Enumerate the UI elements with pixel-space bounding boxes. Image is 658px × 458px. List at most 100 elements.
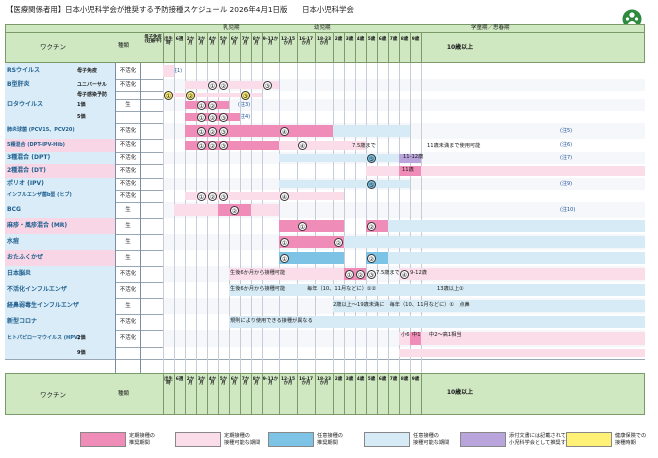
vaccine-sub-2: 母子感染予防 <box>77 91 108 98</box>
footer-divider <box>366 373 367 415</box>
vaccine-type-5: 不活化 <box>119 127 137 134</box>
row-name-bg <box>5 123 115 139</box>
row-name-bg <box>5 282 115 298</box>
row-name-bg <box>5 347 115 359</box>
footer-divider <box>421 373 422 415</box>
vaccine-type-3: 生 <box>125 101 131 108</box>
schedule-bar <box>399 349 645 357</box>
footer-age-9: 9-11か月 <box>262 377 279 387</box>
row-name-bg <box>5 266 115 282</box>
row-note-3: (注3) <box>238 101 251 108</box>
age-header-16: 5歳 <box>367 37 376 42</box>
footer-age-1: 6週 <box>175 377 184 382</box>
footer-divider <box>344 373 345 415</box>
row-line <box>5 297 645 298</box>
footer-divider <box>229 373 230 415</box>
vaccine-type-18: 不活化 <box>119 318 137 325</box>
vaccine-sub-20: 9価 <box>77 349 86 356</box>
jev-start: 生後6か月から接種可能 <box>230 270 286 276</box>
vaccine-name-6: 5種混合 (DPT-IPV-Hib) <box>7 141 65 148</box>
footer-age-7: 7か月 <box>241 377 250 387</box>
row-bg <box>163 202 645 218</box>
footer-age-0: 出生時 <box>164 377 173 387</box>
footer-age-12: 18-23か月 <box>316 377 332 387</box>
footer-divider <box>297 373 298 415</box>
row-name-bg <box>5 79 115 91</box>
age-header-1: 6週 <box>175 37 184 42</box>
row-note-4: (注4) <box>238 113 251 120</box>
dose-marker: ③ <box>219 112 228 122</box>
header-divider <box>421 32 422 63</box>
vaccine-name-16: 不活化インフルエンザ <box>7 286 67 293</box>
row-line <box>5 329 645 330</box>
footer-age-4: 4か月 <box>208 377 217 387</box>
row-line <box>5 249 645 250</box>
vaccine-type-15: 不活化 <box>119 270 137 277</box>
footer-age-11: 16-17か月 <box>298 377 314 387</box>
vaccine-type-7: 不活化 <box>119 154 137 161</box>
header-divider <box>388 32 389 63</box>
row-name-bg <box>5 250 115 266</box>
footer-divider <box>163 373 164 415</box>
footer-divider <box>355 373 356 415</box>
vaccine-sub-3: 1価 <box>77 101 86 108</box>
row-bg <box>163 79 645 91</box>
schedule-bar <box>229 284 645 296</box>
vaccine-name-8: 2種混合 (DT) <box>7 167 46 174</box>
header-school: 学童期／思春期 <box>471 25 510 31</box>
schedule-bar <box>333 300 645 312</box>
age-header-19: 8歳 <box>400 37 409 42</box>
header-maternal: 母子免疫 (妊娠中) <box>144 35 162 45</box>
dose-marker: ② <box>186 90 195 100</box>
vaccine-name-10: インフルエンザ菌b型 (ヒブ) <box>7 192 72 198</box>
row-line <box>5 122 645 123</box>
schedule-bar <box>185 101 229 109</box>
row-line <box>5 265 645 266</box>
vaccine-sub-19: 2価 <box>77 335 86 341</box>
vaccine-type-6: 不活化 <box>119 142 137 148</box>
hpv-mid: 中1 <box>412 332 421 338</box>
header-toddler: 幼児期 <box>314 25 331 31</box>
header-divider <box>399 32 400 63</box>
vaccine-name-7: 3種混合 (DPT) <box>7 154 51 161</box>
row-note-9: (注9) <box>560 180 573 187</box>
row-bg <box>163 63 645 79</box>
row-line <box>5 138 645 139</box>
header-divider <box>218 32 219 63</box>
schedule-bar <box>344 236 645 248</box>
vaccine-name-1: B型肝炎 <box>7 81 30 88</box>
body-vline <box>163 63 164 373</box>
row-line <box>5 313 645 314</box>
page-title: 【医療関係者用】日本小児科学会が推奨する予防接種スケジュール 2026年4月1日… <box>6 5 354 14</box>
header-divider <box>377 32 378 63</box>
schedule-bar <box>163 65 174 77</box>
footer-divider <box>174 373 175 415</box>
dose-marker: ② <box>230 205 239 215</box>
footer-age-21: 10歳以上 <box>446 389 474 396</box>
vaccine-name-12: 麻疹・風疹混合 (MR) <box>7 222 68 229</box>
dose-marker: ① <box>298 221 307 231</box>
footer-divider <box>315 373 316 415</box>
five-mix-after: 7.5歳まで <box>352 143 376 149</box>
dose-marker: ② <box>208 141 217 150</box>
dose-marker: ② <box>219 80 228 90</box>
dose-marker: ② <box>208 126 217 136</box>
age-header-13: 2歳 <box>334 37 343 42</box>
schedule-bar <box>410 332 421 345</box>
dose-marker: ③ <box>241 90 250 100</box>
header-divider <box>355 32 356 63</box>
schedule-bar <box>185 192 344 200</box>
jev-second: 9-12歳 <box>410 270 427 276</box>
header-divider <box>174 32 175 63</box>
dpt-range: 11-12歳 <box>403 154 424 160</box>
header-vaccine: ワクチン <box>40 43 66 51</box>
header-divider <box>344 32 345 63</box>
dose-marker: ① <box>197 141 206 150</box>
five-mix-end: 11歳未満まで使用可能 <box>427 143 481 149</box>
header-divider <box>251 32 252 63</box>
footer-divider <box>207 373 208 415</box>
dose-marker: ③ <box>367 269 376 279</box>
vaccine-name-0: RSウイルス <box>7 67 40 74</box>
dose-marker: ② <box>356 269 365 279</box>
